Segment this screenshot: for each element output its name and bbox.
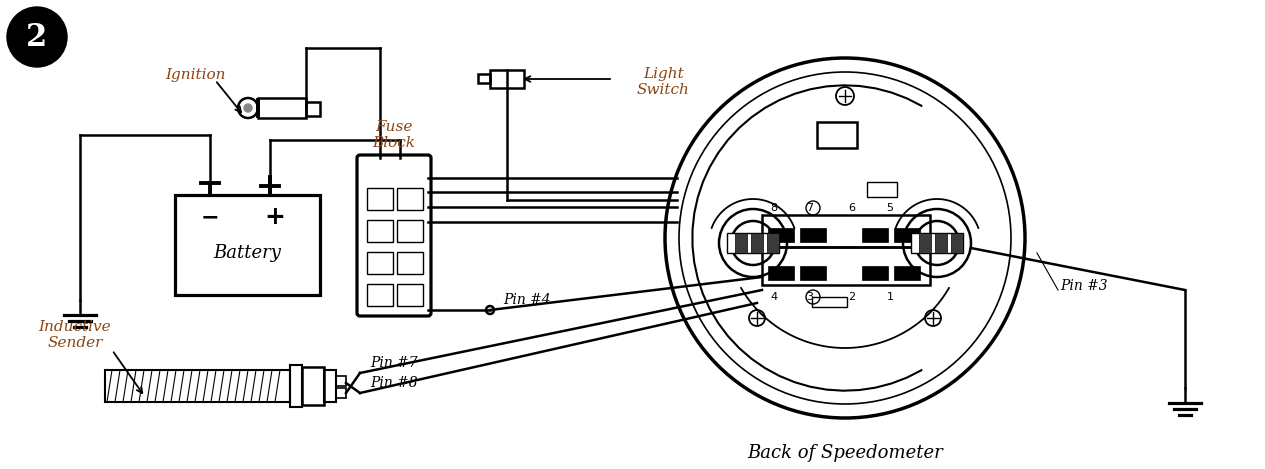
Text: Pin #8: Pin #8 <box>369 376 417 390</box>
Text: 1: 1 <box>887 292 893 302</box>
Text: 2: 2 <box>27 22 48 53</box>
Bar <box>894 266 920 280</box>
Text: −: − <box>201 207 219 227</box>
Text: Pin #4: Pin #4 <box>503 293 550 307</box>
Text: 7: 7 <box>807 203 813 213</box>
Circle shape <box>486 306 495 314</box>
Bar <box>367 188 393 210</box>
Bar <box>762 247 930 285</box>
Bar <box>751 233 763 253</box>
Text: Ignition: Ignition <box>164 68 225 82</box>
Bar <box>894 228 920 242</box>
Bar <box>935 233 947 253</box>
Bar <box>727 233 779 253</box>
Bar <box>302 367 324 405</box>
Bar <box>767 233 779 253</box>
Bar <box>397 220 423 242</box>
Text: 8: 8 <box>770 203 778 213</box>
Bar <box>799 266 826 280</box>
Bar <box>490 70 524 88</box>
Bar <box>951 233 963 253</box>
Bar <box>817 122 856 148</box>
Text: 2: 2 <box>849 292 855 302</box>
Bar <box>735 233 748 253</box>
Bar <box>324 370 336 402</box>
Bar <box>367 252 393 274</box>
Text: Inductive
Sender: Inductive Sender <box>39 320 111 350</box>
Bar <box>397 284 423 306</box>
Text: 4: 4 <box>770 292 778 302</box>
Bar <box>105 370 290 402</box>
Bar <box>867 182 897 197</box>
Bar <box>367 284 393 306</box>
Bar <box>768 228 794 242</box>
Bar <box>258 98 306 118</box>
Bar <box>911 233 963 253</box>
Bar <box>397 252 423 274</box>
Circle shape <box>244 104 252 112</box>
Bar <box>799 228 826 242</box>
Bar <box>918 233 931 253</box>
Text: 6: 6 <box>849 203 855 213</box>
Text: 3: 3 <box>807 292 813 302</box>
Text: Fuse
Block: Fuse Block <box>372 120 415 150</box>
Text: 5: 5 <box>887 203 893 213</box>
Bar <box>290 365 302 407</box>
Bar <box>762 215 930 247</box>
Text: Light
Switch: Light Switch <box>638 67 689 97</box>
Bar <box>861 228 888 242</box>
Bar <box>175 195 320 295</box>
Text: Pin #7: Pin #7 <box>369 356 417 370</box>
Bar <box>478 74 490 83</box>
Bar <box>861 266 888 280</box>
Bar <box>397 188 423 210</box>
Text: Battery: Battery <box>213 244 281 262</box>
Text: Back of Speedometer: Back of Speedometer <box>748 444 942 462</box>
Text: Pin #3: Pin #3 <box>1060 279 1108 293</box>
Bar <box>306 102 320 116</box>
Bar <box>336 376 347 386</box>
Text: +: + <box>264 205 286 229</box>
Bar <box>336 388 347 398</box>
Bar <box>812 297 848 307</box>
Circle shape <box>8 7 67 67</box>
Bar <box>768 266 794 280</box>
Bar <box>367 220 393 242</box>
